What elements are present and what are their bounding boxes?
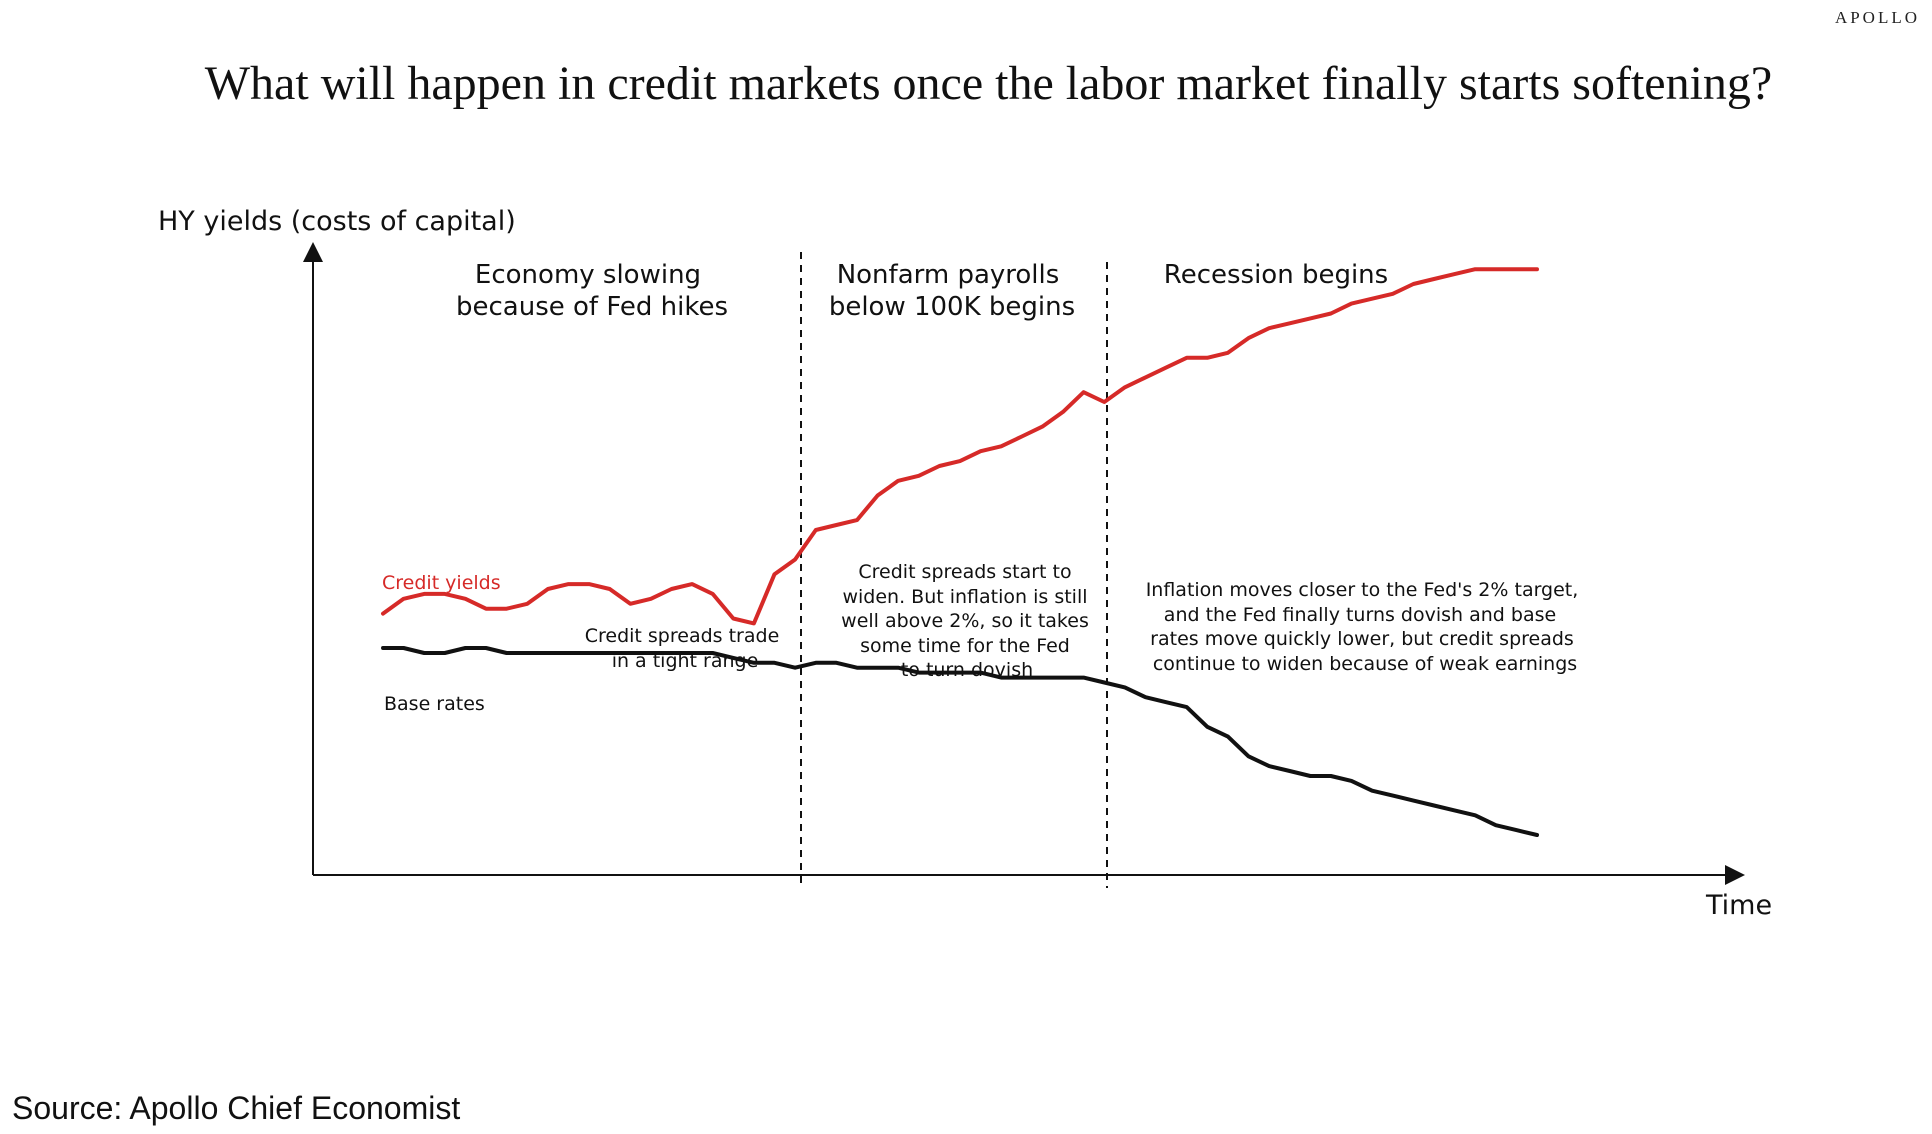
annotation-2-line-2: widen. But inflation is still — [842, 586, 1087, 608]
annotation-3-line-4: continue to widen because of weak earnin… — [1153, 653, 1577, 675]
phase-1-line-1: Economy slowing — [475, 260, 701, 290]
series-layer — [381, 267, 1539, 837]
series-line-credit-yields — [381, 267, 1539, 626]
phase-label-1: Economy slowing because of Fed hikes — [456, 260, 728, 322]
phase-label-3: Recession begins — [1164, 260, 1388, 290]
brand-logo: APOLLO — [1834, 8, 1920, 27]
annotation-2-line-3: well above 2%, so it takes — [841, 610, 1089, 632]
series-label-credit-yields: Credit yields — [382, 572, 501, 594]
annotation-3-line-2: and the Fed finally turns dovish and bas… — [1164, 604, 1556, 626]
phase-label-2: Nonfarm payrolls below 100K begins — [829, 260, 1075, 322]
phase-2-line-1: Nonfarm payrolls — [837, 260, 1060, 290]
annotation-2-line-1: Credit spreads start to — [858, 561, 1071, 583]
series-label-base-rates: Base rates — [384, 693, 485, 715]
annotation-3-line-3: rates move quickly lower, but credit spr… — [1150, 628, 1574, 650]
annotation-1-line-1: Credit spreads trade — [585, 625, 780, 647]
y-axis-label: HY yields (costs of capital) — [158, 206, 516, 237]
phase-2-line-2: below 100K begins — [829, 292, 1075, 322]
annotation-spreads-widen: Credit spreads start to widen. But infla… — [841, 561, 1089, 681]
annotation-3-line-1: Inflation moves closer to the Fed's 2% t… — [1146, 579, 1579, 601]
series-line-base-rates — [381, 646, 1539, 837]
phase-3-line-1: Recession begins — [1164, 260, 1388, 290]
annotation-2-line-4: some time for the Fed — [860, 635, 1070, 657]
chart-title: What will happen in credit markets once … — [204, 57, 1773, 110]
x-axis-label: Time — [1705, 890, 1772, 921]
annotation-tight-range: Credit spreads trade in a tight range — [585, 625, 780, 672]
source-note: Source: Apollo Chief Economist — [12, 1090, 461, 1126]
phase-1-line-2: because of Fed hikes — [456, 292, 728, 322]
annotation-recession: Inflation moves closer to the Fed's 2% t… — [1146, 579, 1579, 675]
